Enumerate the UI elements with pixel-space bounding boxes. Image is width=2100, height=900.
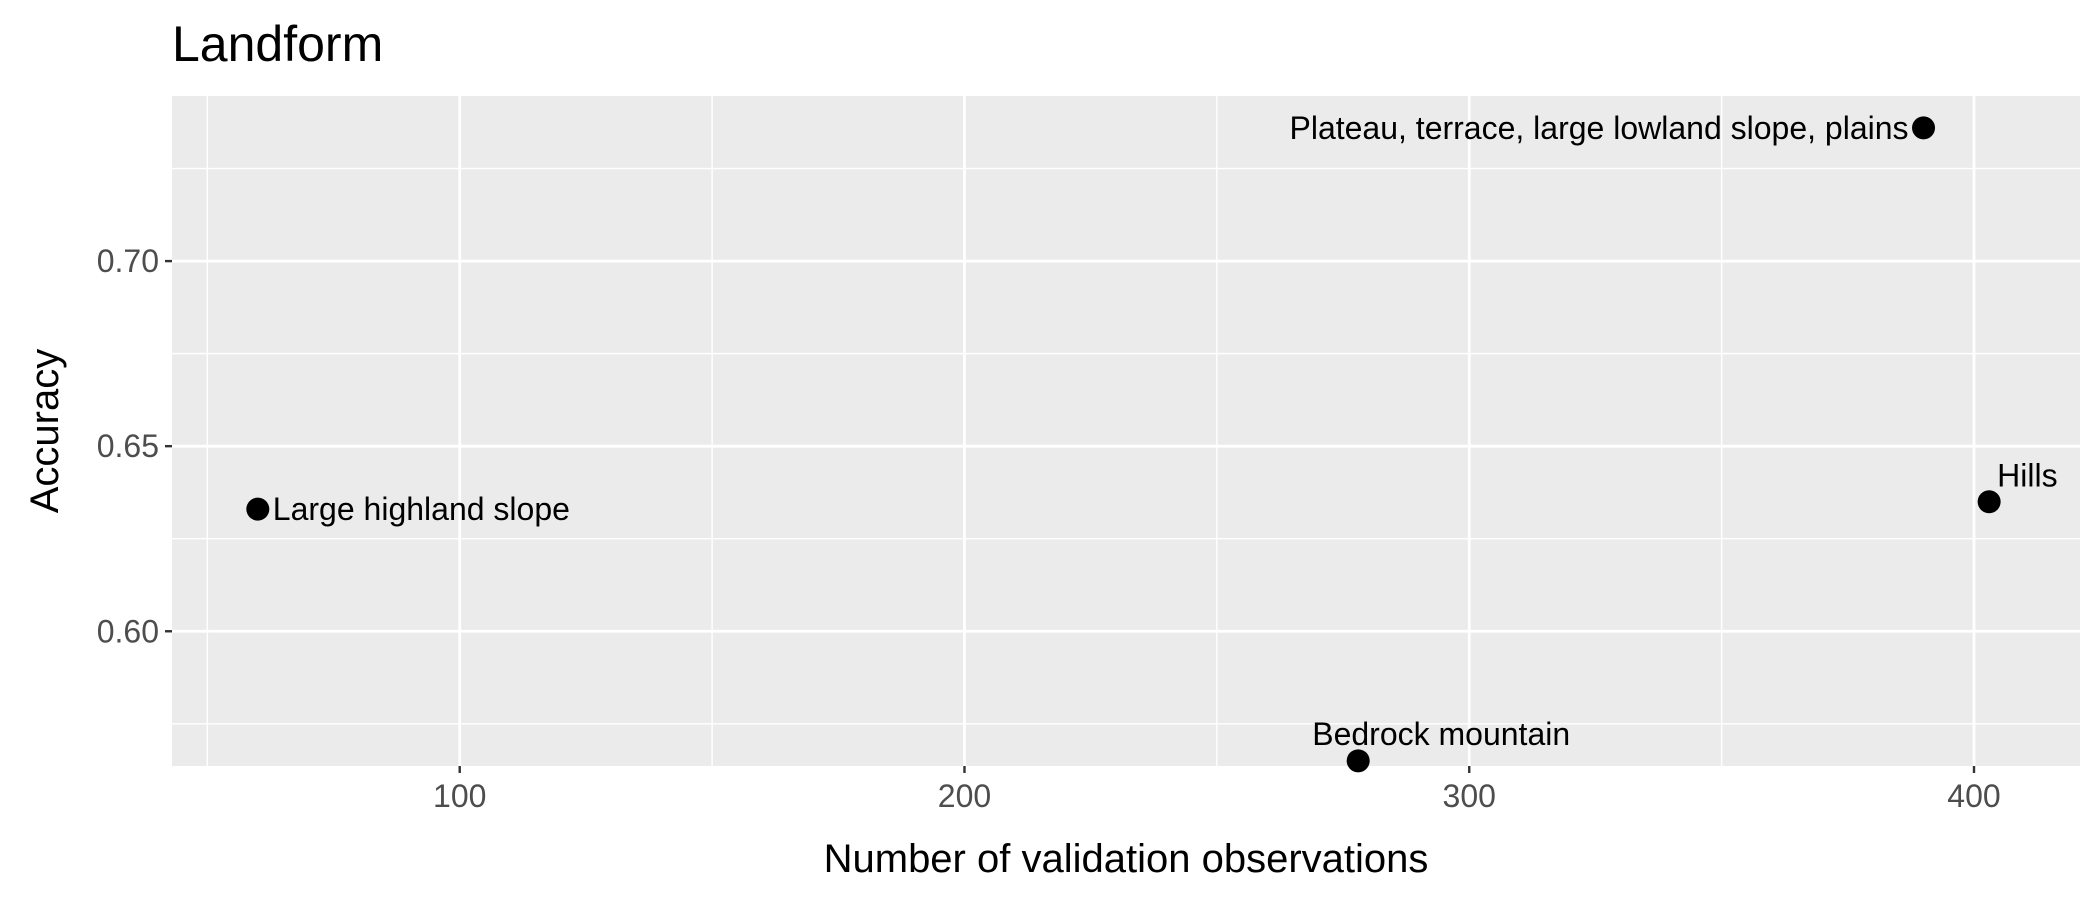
x-tick-label: 300 [1443, 778, 1496, 814]
minor-gridlines [172, 96, 2080, 766]
y-axis-ticks: 0.60 0.65 0.70 [97, 243, 172, 649]
data-point [1912, 116, 1936, 140]
x-axis-title: Number of validation observations [824, 837, 1429, 881]
x-tick-label: 100 [433, 778, 486, 814]
y-tick-label: 0.70 [97, 243, 159, 279]
data-point-label: Large highland slope [273, 491, 570, 527]
plot-panel [172, 96, 2080, 766]
x-axis-ticks: 100 200 300 400 [433, 766, 2001, 814]
data-point-label: Hills [1997, 458, 2057, 494]
data-point-label: Bedrock mountain [1312, 716, 1570, 752]
y-axis-title: Accuracy [23, 349, 67, 514]
y-tick-label: 0.65 [97, 428, 159, 464]
data-point [1977, 490, 2001, 514]
data-points [246, 116, 2001, 773]
chart-title: Landform [172, 16, 383, 72]
data-point-labels: Large highland slope Bedrock mountain Plat… [273, 110, 2058, 752]
x-tick-label: 400 [1947, 778, 2000, 814]
data-point [1346, 749, 1370, 773]
y-tick-label: 0.60 [97, 613, 159, 649]
data-point-label: Plateau, terrace, large lowland slope, p… [1289, 110, 1908, 146]
data-point [246, 497, 270, 521]
x-tick-label: 200 [938, 778, 991, 814]
major-gridlines [172, 96, 2080, 766]
